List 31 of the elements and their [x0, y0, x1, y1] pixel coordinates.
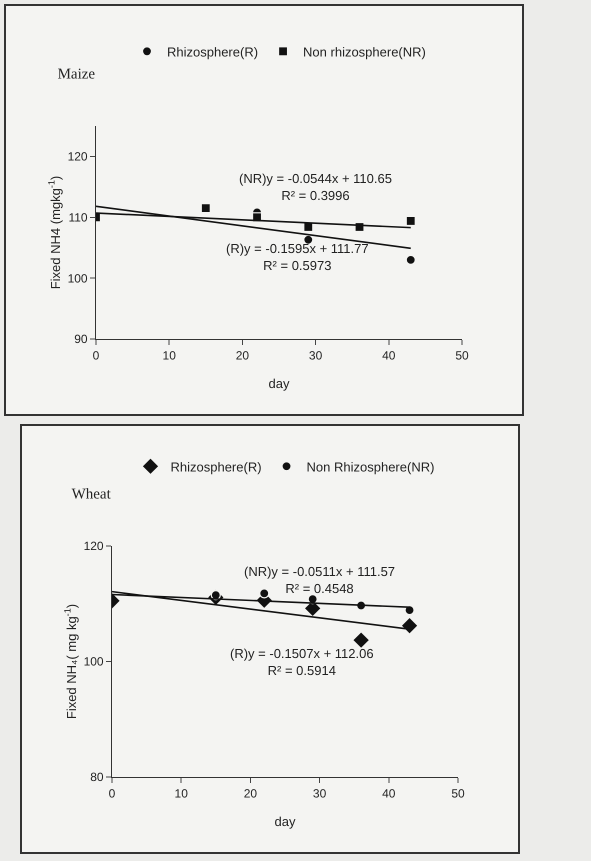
- legend-label: Non rhizosphere(NR): [303, 44, 426, 60]
- x-axis-title: day: [268, 376, 290, 391]
- annotation: (NR)y = -0.0511x + 111.57 R² = 0.4548: [244, 564, 396, 596]
- annotation: (R)y = -0.1507x + 112.06 R² = 0.5914: [230, 646, 374, 678]
- x-tick-label: 0: [108, 786, 116, 800]
- x-tick-label: 40: [382, 786, 396, 800]
- y-tick-label: 100: [68, 271, 88, 286]
- legend-label: Rhizosphere(R): [167, 44, 258, 60]
- legend-label: Non Rhizosphere(NR): [306, 459, 434, 474]
- y-tick-label: 120: [84, 539, 104, 554]
- x-tick-label: 20: [236, 348, 250, 362]
- x-tick-label: 0: [92, 348, 100, 362]
- y-tick-label: 80: [90, 770, 104, 784]
- x-tick-label: 10: [162, 348, 176, 362]
- annotation: (R)y = -0.1595x + 111.77 R² = 0.5973: [226, 241, 369, 273]
- x-tick-label: 30: [312, 786, 327, 800]
- y-tick-label: 120: [68, 150, 88, 164]
- chart-title: Maize: [58, 66, 96, 82]
- y-tick-label: 90: [74, 332, 88, 346]
- x-tick-label: 20: [244, 786, 258, 800]
- legend-label: Rhizosphere(R): [170, 459, 262, 474]
- x-tick-label: 10: [174, 786, 188, 800]
- x-tick-label: 50: [451, 786, 465, 800]
- annotation: (NR)y = -0.0544x + 110.65 R² = 0.3996: [239, 171, 392, 203]
- x-tick-label: 30: [308, 348, 323, 362]
- x-axis-title: day: [274, 814, 296, 829]
- chart-title: Wheat: [72, 486, 112, 502]
- y-tick-label: 110: [68, 210, 88, 224]
- y-tick-label: 100: [84, 654, 104, 669]
- x-tick-label: 40: [382, 348, 396, 362]
- x-tick-label: 50: [455, 348, 469, 362]
